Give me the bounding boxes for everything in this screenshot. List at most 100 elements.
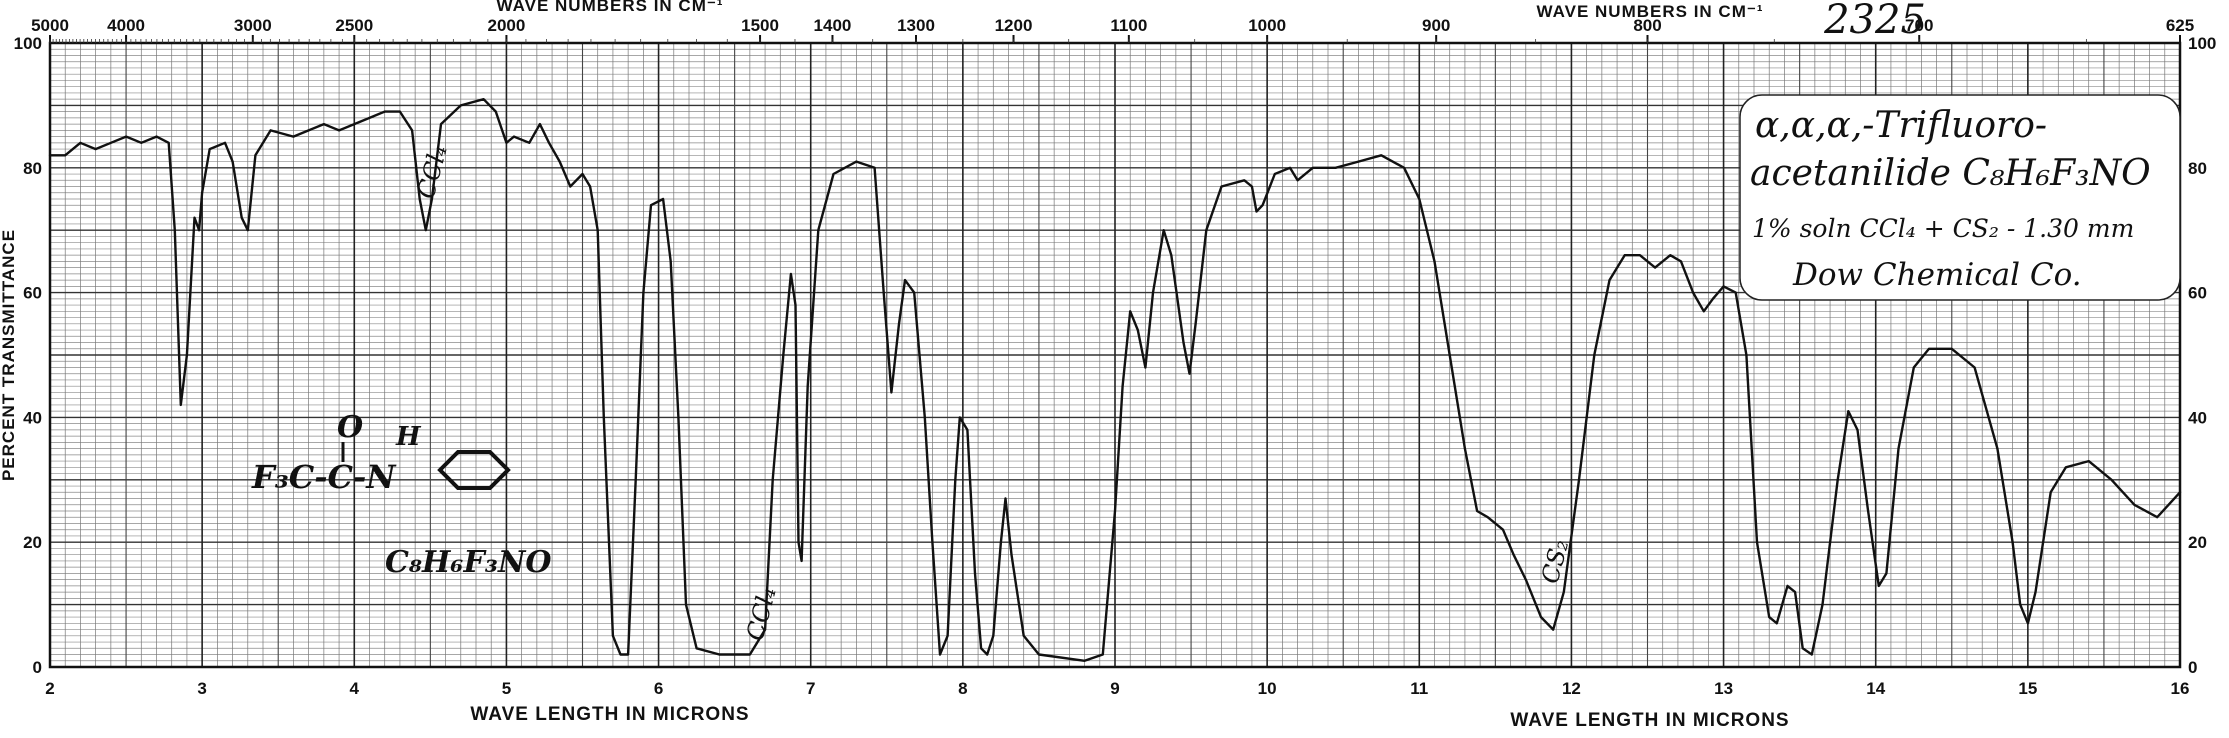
data-point [1255,210,1258,213]
data-point [1692,291,1694,294]
data-point [931,541,934,543]
sample-number: 2325 [1823,0,1926,43]
structure-h: H [395,422,422,452]
data-point [1712,298,1714,300]
y-tick-label-right: 20 [2188,533,2207,552]
x-tick-label: 2 [45,679,54,698]
y-tick-label-left: 20 [23,533,42,552]
data-point [939,653,941,656]
data-point [1022,635,1025,637]
y-tick-label-right: 40 [2188,408,2207,427]
benzene-ring [437,450,511,490]
wavenumber-tick-label: 2000 [488,16,526,35]
data-point [800,560,803,562]
data-point [797,541,800,543]
data-point [2087,460,2090,462]
structure-chain: F₃C-C-N [251,458,397,496]
data-point [782,354,785,356]
data-point [790,273,792,275]
y-tick-label-left: 60 [23,284,42,303]
data-point [1289,167,1291,169]
x-tick-label: 7 [806,679,815,698]
data-point [966,429,969,431]
data-point [1188,372,1191,375]
wavenumber-tick-label: 4000 [107,16,145,35]
data-point [1137,329,1139,331]
data-point [548,142,550,144]
data-point [718,653,721,656]
x-tick-label: 15 [2018,679,2037,698]
data-point [482,98,485,100]
data-point [494,110,497,113]
data-point [79,142,82,144]
data-point [505,142,508,144]
y-tick-label-right: 0 [2188,658,2197,677]
data-point [1418,198,1421,200]
data-point [1380,154,1383,157]
data-point [1680,260,1682,263]
x-tick-label: 11 [1410,679,1428,698]
data-point [418,198,421,200]
y-axis-title: PERCENT TRANSMITTANCE [0,229,18,481]
x-tick-label: 5 [502,679,511,698]
x-tick-label: 3 [197,679,206,698]
wavenumber-tick-label: 1100 [1110,16,1147,35]
wavenumber-tick-label: 625 [2166,16,2194,35]
wavenumber-tick-label: 800 [1633,16,1661,35]
top-axis-title-left: WAVE NUMBERS IN CM⁻¹ [497,0,724,15]
data-point [383,110,386,113]
data-point [353,123,356,125]
data-point [307,129,310,132]
y-tick-label-right: 60 [2188,284,2207,303]
data-point [1877,585,1880,587]
data-point [539,123,541,125]
data-point [832,173,835,175]
data-point [986,653,988,656]
transmittance-axis-left: 0 20 40 60 80 100 [14,34,42,677]
data-point [581,173,584,175]
data-point [873,167,876,169]
data-point [64,154,67,157]
data-point [569,185,572,188]
x-tick-label: 8 [958,679,967,698]
data-point [1593,354,1596,356]
data-point [240,216,243,219]
data-point [1821,603,1824,606]
wavenumber-tick-label: 5000 [31,16,69,35]
data-point [110,142,112,144]
data-point [898,323,900,325]
data-point [1654,266,1656,269]
data-point [650,204,652,207]
data-point [1722,285,1725,288]
data-point [1836,479,1839,481]
data-point [246,229,249,231]
data-point [2011,541,2014,543]
data-point [1768,616,1771,618]
data-point [924,416,926,419]
data-point [1745,354,1748,356]
data-point [1502,528,1504,531]
data-point [890,391,893,394]
data-point [411,129,413,132]
top-axis-title-right: WAVE NUMBERS IN CM⁻¹ [1537,2,1764,21]
data-point [1794,591,1796,593]
x-tick-label: 10 [1258,679,1277,698]
data-point [1220,185,1223,188]
data-point [1996,447,1999,450]
data-point [1811,653,1813,656]
data-point [513,135,515,138]
data-point [2156,516,2158,519]
data-point [208,148,211,150]
wavenumber-tick-label: 2500 [335,16,373,35]
data-point [806,385,809,388]
data-point [1170,254,1173,256]
data-point [1129,310,1132,313]
data-point [992,635,995,637]
data-point [2027,622,2029,625]
x-tick-label: 6 [654,679,663,698]
data-point [642,291,645,294]
data-point [1205,229,1208,231]
data-point [1004,497,1007,500]
wavenumber-tick-label: 1200 [995,16,1033,35]
